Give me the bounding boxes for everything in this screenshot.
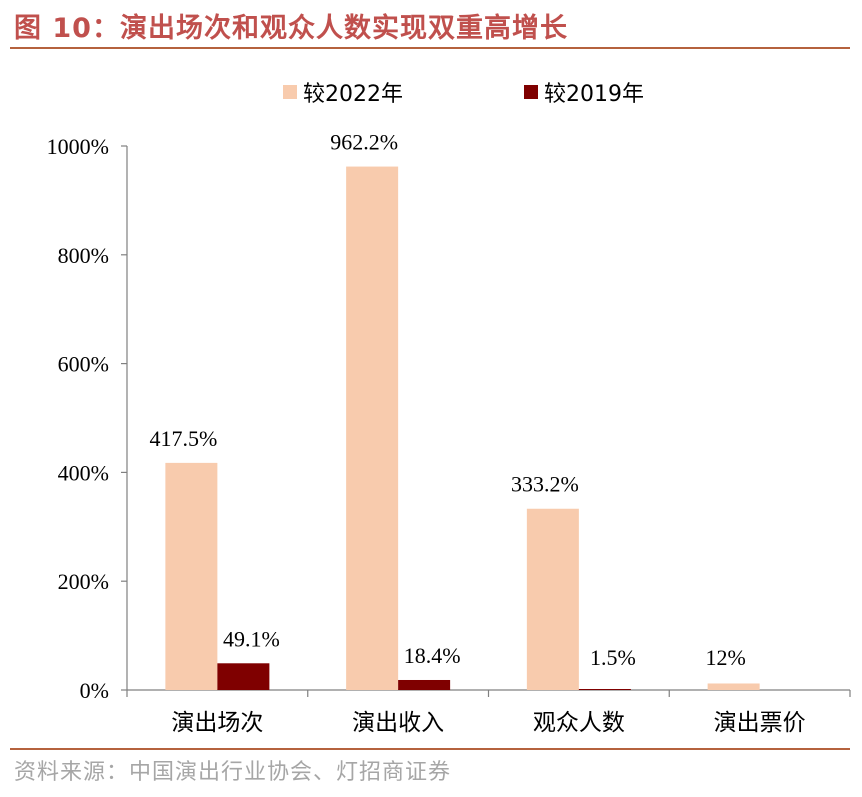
- legend-swatch: [283, 85, 297, 99]
- data-label: 49.1%: [223, 626, 280, 651]
- bar: [707, 683, 760, 690]
- y-tick-label: 600%: [58, 352, 109, 377]
- legend-label: 较2022年: [303, 82, 403, 107]
- data-label: 417.5%: [149, 426, 217, 451]
- legend-label: 较2019年: [544, 82, 644, 107]
- figure-title: 图 10：演出场次和观众人数实现双重高增长: [14, 13, 568, 44]
- legend-swatch: [524, 85, 538, 99]
- bar: [578, 689, 631, 690]
- chart-legend: 较2022年 较2019年: [283, 82, 644, 107]
- y-tick-label: 400%: [58, 460, 109, 485]
- source-note: 资料来源：中国演出行业协会、灯招商证券: [14, 760, 452, 785]
- data-label: 333.2%: [511, 472, 579, 497]
- data-label: 18.4%: [404, 643, 461, 668]
- title-underline: [10, 47, 850, 49]
- bar: [165, 462, 218, 690]
- data-labels: 417.5% 49.1% 962.2% 18.4% 333.2% 1.5% 12%: [149, 130, 745, 670]
- x-tick-label: 演出收入: [352, 710, 444, 736]
- x-tick-label: 演出场次: [171, 710, 263, 736]
- y-tick-label: 200%: [58, 569, 109, 594]
- data-label: 962.2%: [330, 130, 398, 155]
- data-label: 12%: [705, 645, 745, 670]
- data-label: 1.5%: [590, 645, 636, 670]
- x-tick-label: 演出票价: [714, 710, 806, 736]
- y-axis: 0% 200% 400% 600% 800% 1000%: [47, 134, 128, 703]
- bar: [398, 679, 451, 690]
- bar: [346, 166, 399, 690]
- bar: [526, 508, 579, 690]
- x-tick-label: 观众人数: [533, 710, 625, 736]
- bar: [217, 663, 270, 690]
- x-axis: 演出场次 演出收入 观众人数 演出票价: [126, 689, 851, 736]
- y-tick-label: 0%: [80, 678, 109, 703]
- y-tick-label: 1000%: [47, 134, 109, 159]
- bars: [165, 166, 760, 690]
- y-tick-label: 800%: [58, 243, 109, 268]
- source-rule: [10, 748, 850, 750]
